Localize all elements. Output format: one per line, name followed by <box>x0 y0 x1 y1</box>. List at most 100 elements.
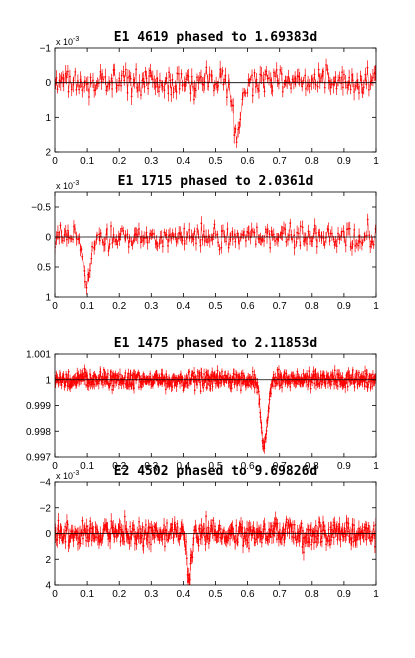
data-point <box>129 77 132 80</box>
x-tick-label: 0.2 <box>112 156 126 167</box>
data-point <box>203 373 205 376</box>
data-point <box>175 240 178 243</box>
data-point <box>163 89 166 92</box>
data-point <box>84 371 87 374</box>
data-point <box>149 232 152 235</box>
data-point <box>310 528 312 531</box>
data-point <box>193 87 196 90</box>
x-tick-label: 0.6 <box>241 156 255 167</box>
data-point <box>60 76 63 79</box>
data-point <box>81 519 84 522</box>
data-point <box>200 222 203 225</box>
data-point <box>298 539 301 542</box>
data-point <box>135 537 138 540</box>
data-point <box>259 73 262 76</box>
data-point <box>265 429 268 432</box>
axis-multiplier: x 10-3 <box>56 180 79 191</box>
data-point <box>219 528 222 530</box>
data-point <box>303 238 306 241</box>
data-point <box>186 234 189 236</box>
data-point <box>260 426 263 429</box>
data-point <box>311 381 314 384</box>
data-point <box>314 535 316 538</box>
data-point <box>106 85 109 88</box>
data-point <box>265 535 268 538</box>
data-point <box>203 527 205 530</box>
data-point <box>287 76 290 78</box>
data-point <box>322 525 325 528</box>
data-point <box>278 368 280 371</box>
x-tick-label: 0.7 <box>273 461 287 472</box>
data-point <box>335 384 338 386</box>
data-point <box>293 523 296 526</box>
data-point <box>329 86 332 89</box>
x-tick-label: 0 <box>52 156 58 167</box>
data-point <box>149 373 152 375</box>
data-point <box>315 232 317 235</box>
multiplier-exponent: -3 <box>73 470 79 477</box>
data-point <box>206 537 209 540</box>
data-point <box>108 243 111 246</box>
data-point <box>116 379 118 382</box>
data-point <box>344 244 347 247</box>
data-point <box>323 86 326 89</box>
data-point <box>277 82 280 85</box>
data-point <box>349 245 352 248</box>
data-point <box>338 238 341 240</box>
data-point <box>183 242 186 245</box>
data-point <box>192 238 195 241</box>
data-point <box>163 231 166 234</box>
data-point <box>185 540 187 543</box>
data-point <box>160 380 163 383</box>
data-point <box>156 245 159 248</box>
data-point <box>104 75 107 78</box>
data-point <box>124 234 127 237</box>
data-point <box>348 374 351 377</box>
data-point <box>308 237 311 239</box>
data-point <box>93 244 96 246</box>
data-point <box>244 92 247 95</box>
data-point <box>353 386 356 388</box>
data-point <box>189 562 192 565</box>
data-point <box>372 524 375 527</box>
data-point <box>92 381 95 384</box>
data-point <box>257 386 260 389</box>
data-point <box>271 234 274 237</box>
data-point <box>234 240 237 243</box>
data-point <box>351 79 354 82</box>
data-point <box>270 392 272 395</box>
data-point <box>248 232 250 235</box>
data-point <box>272 373 275 376</box>
data-point <box>111 88 114 90</box>
y-tick-label: 0 <box>45 233 51 244</box>
data-point <box>148 237 151 240</box>
data-point <box>56 539 59 541</box>
data-point <box>139 380 142 383</box>
data-point <box>318 382 321 385</box>
data-point <box>296 75 299 77</box>
data-point <box>353 228 356 231</box>
data-point <box>253 373 256 376</box>
data-point <box>264 228 267 231</box>
data-point <box>102 384 104 386</box>
data-point <box>308 370 311 373</box>
data-point <box>268 233 271 236</box>
data-point <box>197 544 200 547</box>
data-point <box>295 377 298 380</box>
data-point <box>205 515 207 518</box>
data-point <box>171 523 174 526</box>
data-point <box>210 74 213 77</box>
data-point <box>65 373 68 376</box>
data-point <box>313 541 315 544</box>
data-point <box>121 539 124 541</box>
x-tick-label: 0.3 <box>144 461 158 472</box>
data-point <box>78 237 81 240</box>
data-point <box>293 246 296 249</box>
data-point <box>230 387 233 390</box>
data-point <box>318 234 321 237</box>
data-point <box>367 383 370 386</box>
multiplier-exponent: -3 <box>73 36 79 43</box>
data-point <box>274 75 276 78</box>
data-point <box>292 523 294 526</box>
y-tick-label: 1 <box>45 375 51 386</box>
